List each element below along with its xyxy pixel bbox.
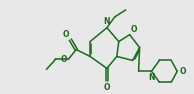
Text: O: O <box>61 55 67 64</box>
Text: O: O <box>131 25 137 34</box>
Text: N: N <box>104 17 110 26</box>
Text: O: O <box>179 67 186 76</box>
Text: N: N <box>148 73 155 82</box>
Text: O: O <box>104 83 110 92</box>
Text: O: O <box>63 30 69 39</box>
